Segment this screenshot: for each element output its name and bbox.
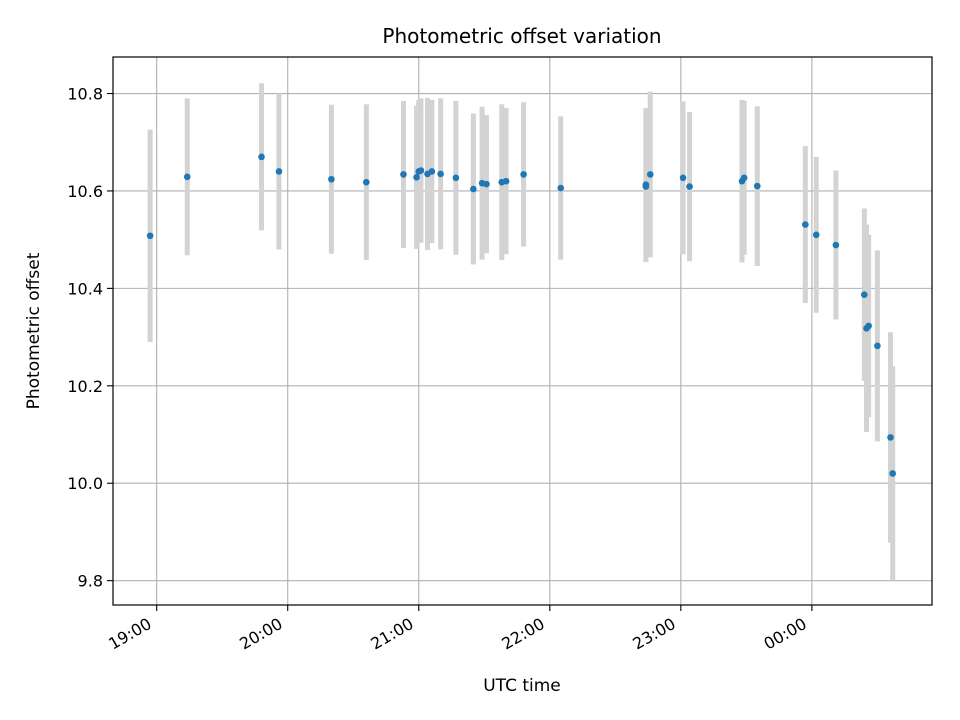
data-point (328, 175, 335, 183)
data-point (812, 231, 820, 239)
data-point (802, 221, 809, 228)
data-point (483, 180, 490, 188)
data-point (413, 174, 420, 181)
data-point (832, 241, 840, 249)
y-tick-label: 10.4 (67, 279, 103, 298)
data-point (679, 174, 687, 182)
data-point (740, 174, 748, 182)
data-point (363, 178, 370, 186)
data-point (887, 434, 894, 441)
data-point (400, 171, 407, 178)
plot-frame (112, 56, 933, 606)
data-point (452, 174, 460, 182)
chart-title: Photometric offset variation (382, 24, 661, 48)
y-tick-label: 10.0 (67, 474, 103, 493)
data-point (275, 168, 283, 175)
data-point (874, 342, 881, 350)
data-point (428, 168, 436, 175)
data-point (646, 171, 654, 178)
data-point (470, 185, 477, 193)
data-point (753, 182, 761, 190)
data-point (258, 153, 265, 161)
y-tick-label: 10.8 (67, 85, 103, 104)
data-point (502, 177, 510, 185)
data-point (183, 173, 191, 181)
data-point (686, 183, 693, 190)
y-tick-label: 9.8 (78, 572, 103, 591)
data-point (557, 184, 565, 192)
data-point (437, 170, 444, 178)
data-point (520, 171, 527, 178)
y-tick-label: 10.6 (67, 182, 103, 201)
data-point (417, 167, 425, 174)
y-axis: 9.8 10.0 10.2 10.4 10.6 10.8 (67, 85, 113, 591)
data-point (146, 232, 154, 240)
data-point (642, 183, 650, 190)
data-points (146, 153, 896, 477)
data-point (865, 322, 872, 330)
y-axis-title: Photometric offset (24, 252, 44, 409)
data-point (860, 291, 868, 299)
data-point (889, 470, 896, 477)
x-axis-title: UTC time (483, 676, 561, 696)
y-tick-label: 10.2 (67, 377, 103, 396)
